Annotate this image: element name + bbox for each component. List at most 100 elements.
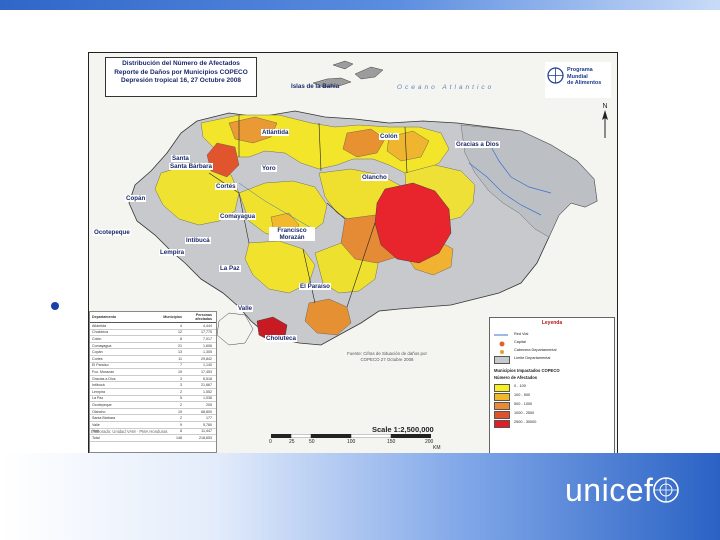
table-cell: 19 bbox=[178, 369, 182, 374]
table-row: Cortés 11 29,842 bbox=[90, 356, 216, 363]
logo-line3: de Alimentos bbox=[567, 80, 602, 86]
table-cell: 4,444 bbox=[203, 323, 212, 328]
table-row: Total 148 218,653 bbox=[90, 435, 216, 442]
legend-class-label: 2500 - 30000 bbox=[514, 420, 537, 424]
dept-label-cortes: Cortés bbox=[215, 183, 237, 190]
table-cell: 2 bbox=[180, 416, 182, 421]
table-cell: 1,140 bbox=[203, 363, 212, 368]
table-cell: 218,653 bbox=[199, 435, 212, 440]
table-header-afectados: Personas afectadas bbox=[195, 313, 212, 321]
dept-label-el-paraiso: El Paraíso bbox=[299, 283, 331, 290]
table-row: Gracias a Dios 3 6,518 bbox=[90, 376, 216, 383]
legend-item-limite: Límite Departamental bbox=[514, 356, 551, 360]
table-cell: 17,453 bbox=[201, 369, 212, 374]
scale-tick: 200 bbox=[425, 439, 434, 445]
table-cell: 5 bbox=[180, 396, 182, 401]
logo-line1: Programa bbox=[567, 67, 593, 73]
table-cell: 21,667 bbox=[201, 383, 212, 388]
affected-table: Departamento Municipios Personas afectad… bbox=[89, 311, 217, 453]
dept-label-ocotepeque: Ocotepeque bbox=[93, 229, 131, 236]
table-row: Comayagua 21 1,606 bbox=[90, 343, 216, 350]
table-cell: 8 bbox=[180, 336, 182, 341]
table-cell: 2 bbox=[180, 402, 182, 407]
table-row: Olancho 19 68,800 bbox=[90, 409, 216, 416]
bottom-brand-bar bbox=[0, 453, 720, 540]
table-row: La Paz 5 1,036 bbox=[90, 396, 216, 403]
table-row: Santa Bárbara 2 177 bbox=[90, 415, 216, 422]
table-row: Valle 9 5,780 bbox=[90, 422, 216, 429]
legend-class-label: 0 - 100 bbox=[514, 384, 526, 388]
dept-label-lempira: Lempira bbox=[159, 249, 186, 256]
table-cell: Santa Bárbara bbox=[92, 416, 116, 421]
table-cell: La Paz bbox=[92, 396, 104, 401]
ocean-label: Oceano Atlantico bbox=[397, 84, 495, 91]
scale-unit: KM bbox=[433, 445, 441, 451]
scale-ticks: 0 25 50 100 150 200 KM bbox=[265, 439, 445, 451]
table-cell: Choluteca bbox=[92, 330, 109, 335]
table-row: Copán 13 1,305 bbox=[90, 349, 216, 356]
table-row: Ocotepeque 2 205 bbox=[90, 402, 216, 409]
table-cell: 1,036 bbox=[203, 396, 212, 401]
table-cell: 6,518 bbox=[203, 376, 212, 381]
legend-item-cabecera: Cabecera Departamental bbox=[514, 348, 557, 352]
dept-label-yoro: Yoro bbox=[261, 165, 277, 172]
unicef-emblem-icon bbox=[653, 477, 679, 503]
table-cell: 12 bbox=[178, 330, 182, 335]
dept-label-atlantida: Atlántida bbox=[261, 129, 290, 136]
map-legend: Leyenda Red Vial Capital Cabecera Depart… bbox=[489, 317, 615, 454]
table-cell: Gracias a Dios bbox=[92, 376, 116, 381]
table-cell: 29,842 bbox=[201, 356, 212, 361]
legend-title: Leyenda bbox=[541, 320, 563, 326]
scale-tick: 150 bbox=[387, 439, 396, 445]
table-cell: 1,606 bbox=[203, 343, 212, 348]
legend-class-swatch bbox=[494, 420, 510, 428]
table-cell: 13 bbox=[178, 350, 182, 355]
north-arrow: N bbox=[601, 103, 609, 140]
legend-classes-heading: Número de Afectados bbox=[494, 375, 538, 380]
dept-label-santa-barbara: Santa Bárbara bbox=[169, 163, 213, 170]
table-cell: 9 bbox=[180, 422, 182, 427]
scale-tick: 50 bbox=[309, 439, 315, 445]
table-cell: Valle bbox=[92, 422, 100, 427]
scale-text: Scale 1:2,500,000 bbox=[372, 425, 434, 434]
table-cell: 8 bbox=[180, 429, 182, 434]
table-body: Atlántida 4 4,444 Choluteca 12 17,775 Colón 8 7,… bbox=[90, 323, 216, 442]
legend-municipios-heading: Municipios Impactados COPECO bbox=[494, 368, 560, 373]
boundary-legend-swatch bbox=[494, 356, 510, 364]
table-row: Fco. Morazán 19 17,453 bbox=[90, 369, 216, 376]
legend-class-swatch bbox=[494, 402, 510, 410]
map-title-line3: Depresión tropical 16, 27 Octubre 2008 bbox=[121, 77, 241, 84]
dept-label-intibuca: Intibucá bbox=[185, 237, 211, 244]
table-cell: 3 bbox=[180, 376, 182, 381]
table-cell: 19 bbox=[178, 409, 182, 414]
legend-class-swatch bbox=[494, 384, 510, 392]
table-cell: Atlántida bbox=[92, 323, 106, 328]
legend-item-capital: Capital bbox=[514, 340, 526, 344]
table-cell: 1,552 bbox=[203, 389, 212, 394]
table-row: El Paraíso 7 1,140 bbox=[90, 363, 216, 370]
bullet-point bbox=[51, 302, 59, 310]
dept-label-valle: Valle bbox=[237, 305, 254, 312]
table-cell: 7 bbox=[180, 363, 182, 368]
table-row: Intibucá 3 21,667 bbox=[90, 382, 216, 389]
legend-class-label: 100 - 500 bbox=[514, 393, 531, 397]
table-cell: Copán bbox=[92, 350, 103, 355]
table-row: Yoro 8 11,447 bbox=[90, 429, 216, 436]
table-cell: Intibucá bbox=[92, 383, 105, 388]
table-cell: Total bbox=[92, 435, 100, 440]
wfp-globe-icon bbox=[547, 67, 564, 84]
road-legend-icon bbox=[494, 334, 508, 336]
map-title-line2: Reporte de Daños por Municipios COPECO bbox=[114, 68, 248, 76]
honduras-map-graphic bbox=[89, 53, 617, 455]
table-row: Lempira 2 1,552 bbox=[90, 389, 216, 396]
table-header: Departamento Municipios Personas afectad… bbox=[90, 312, 216, 323]
table-cell: Fco. Morazán bbox=[92, 369, 114, 374]
table-cell: 4 bbox=[180, 323, 182, 328]
wfp-logo: Programa Mundial de Alimentos bbox=[545, 62, 611, 98]
table-cell: 11,447 bbox=[201, 429, 212, 434]
table-cell: 7,017 bbox=[203, 336, 212, 341]
scale-tick: 25 bbox=[289, 439, 295, 445]
scale-tick: 100 bbox=[347, 439, 356, 445]
capital-legend-icon bbox=[499, 341, 505, 347]
table-cell: 68,800 bbox=[201, 409, 212, 414]
